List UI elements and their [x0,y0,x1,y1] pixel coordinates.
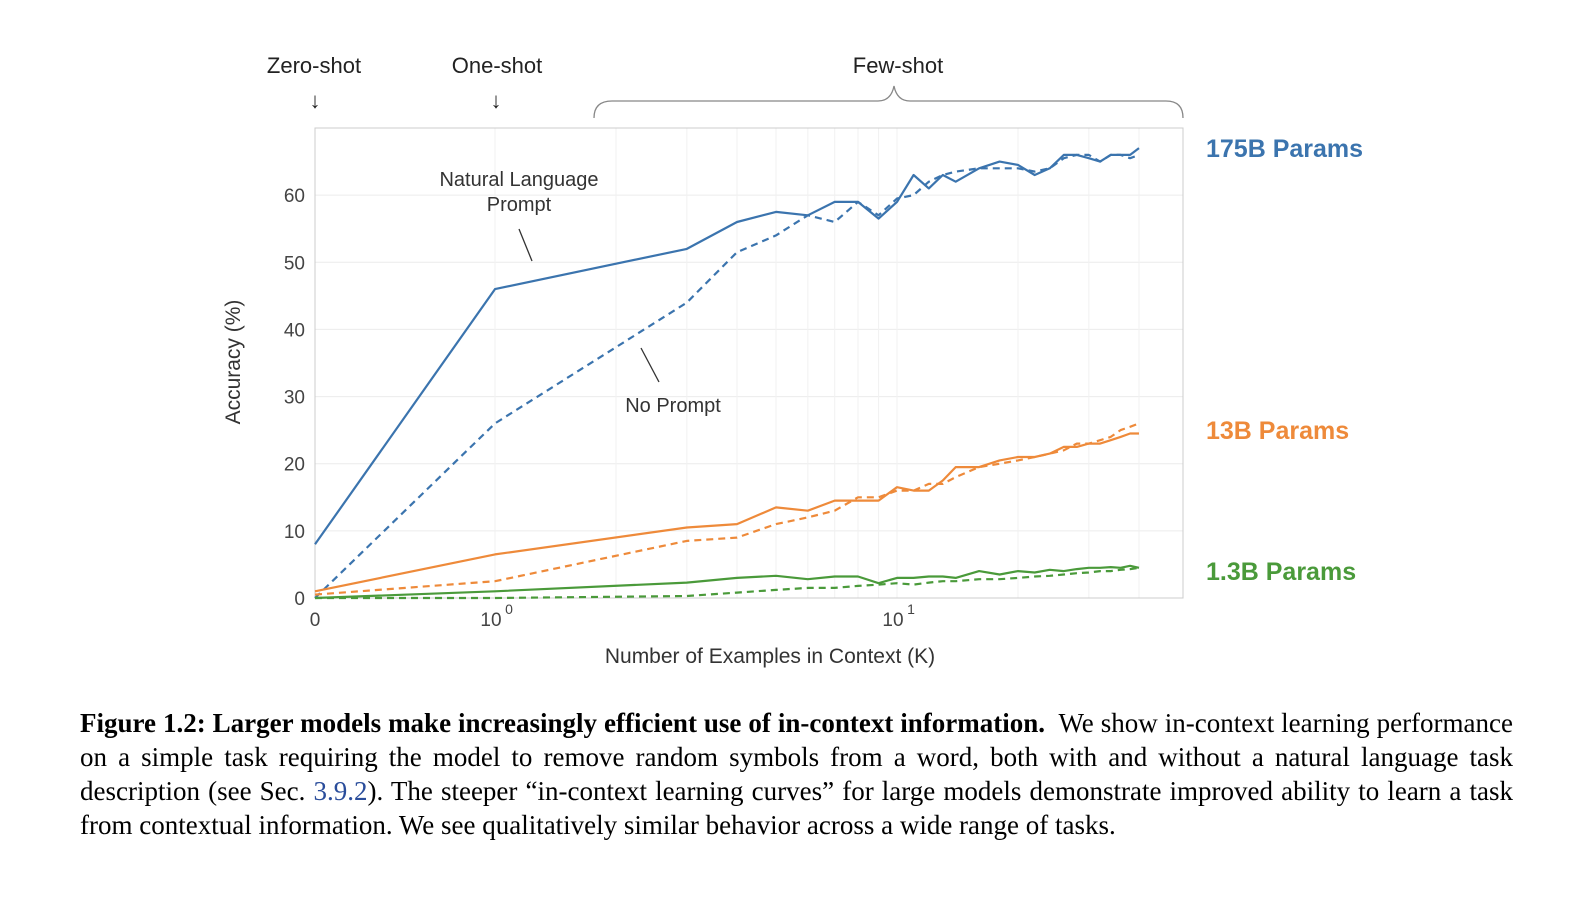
section-reference-link[interactable]: 3.9.2 [313,776,368,806]
x-tick-label: 10 [480,610,501,631]
caption-title: Figure 1.2: Larger models make increasin… [80,708,1046,738]
x-tick-label: 0 [310,610,321,631]
y-tick-label: 20 [284,455,305,476]
y-tick-label: 10 [284,522,305,543]
x-axis-label: Number of Examples in Context (K) [605,645,935,668]
x-tick-exponent: 1 [907,601,915,617]
y-tick-label: 50 [284,253,305,274]
series-line-13b-params-natural [314,432,1139,593]
x-tick-label: 10 [882,610,903,631]
series-labels: 175B Params 13B Params 1.3B Params [1206,135,1363,586]
x-tick-exponent: 0 [505,601,513,617]
series-line-175b-params-none [314,153,1140,599]
y-tick-label: 60 [284,186,305,207]
series-line-1-3b-params-none [315,566,1140,600]
caption-text-2: ). The steeper “in-context learning curv… [80,776,1513,840]
series-label: 13B Params [1206,417,1349,445]
series-label: 175B Params [1206,135,1363,163]
series-line-175b-params-natural [314,147,1140,545]
y-tick-label: 0 [294,589,305,610]
natural-language-prompt-label-2: Prompt [487,194,552,216]
caption-text: We show in-context learning performance … [80,708,1513,806]
zero-shot-arrow: ↓ [310,88,321,113]
series-label: 1.3B Params [1206,558,1356,586]
y-tick-label: 30 [284,388,305,409]
natural-language-prompt-label: Natural Language [439,169,598,191]
one-shot-label: One-shot [452,53,543,78]
no-prompt-label: No Prompt [625,395,721,417]
y-tick-label: 40 [284,320,305,341]
few-shot-label: Few-shot [853,53,943,78]
few-shot-brace [593,85,1184,119]
no-prompt-pointer [640,347,660,383]
series-line-13b-params-none [314,422,1140,596]
series-lines [314,147,1140,600]
plot-frame [314,127,1184,599]
y-axis-ticks: 0 10 20 30 40 50 60 [284,186,305,610]
series-line-1-3b-params-natural [314,564,1140,600]
figure-caption: Figure 1.2: Larger models make increasin… [80,706,1513,842]
one-shot-arrow: ↓ [491,88,502,113]
zero-shot-label: Zero-shot [267,53,361,78]
chart-grid [315,128,1183,599]
y-axis-label: Accuracy (%) [222,300,245,425]
natural-language-prompt-pointer [518,228,533,262]
